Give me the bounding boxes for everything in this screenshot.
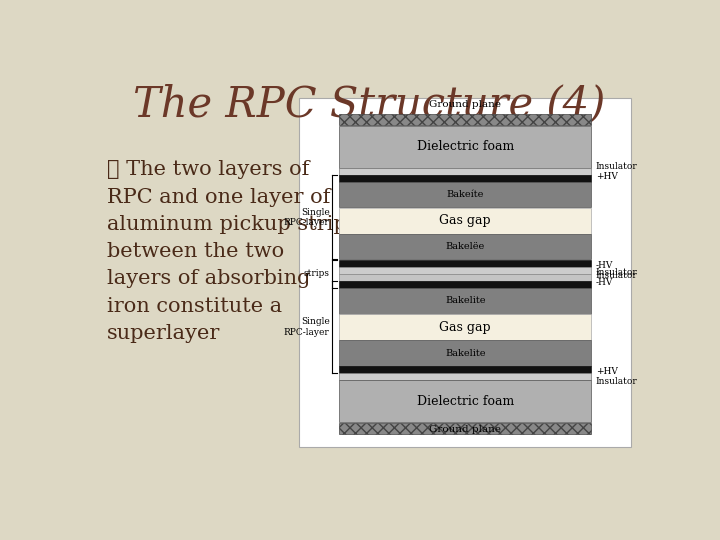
Bar [339,274,591,281]
Bar [339,373,591,380]
Text: Gas gap: Gas gap [439,321,491,334]
Text: Bakelite: Bakelite [445,348,485,357]
Bar [339,182,591,207]
Text: Ground plane: Ground plane [429,99,501,109]
Text: +HV
Insulator: +HV Insulator [596,367,638,386]
Text: Dielectric foam: Dielectric foam [417,140,514,153]
Bar [339,208,591,234]
Bar [339,281,591,288]
Text: Dielectric foam: Dielectric foam [417,395,514,408]
Text: Bakeíte: Bakeíte [446,190,484,199]
Bar [339,175,591,182]
Bar [339,260,591,267]
Text: ❖ The two layers of
RPC and one layer of
aluminum pickup strip
between the two
l: ❖ The two layers of RPC and one layer of… [107,160,346,343]
Bar [339,340,591,366]
Text: The RPC Structure (4): The RPC Structure (4) [132,84,606,125]
Text: Bakelëe: Bakelëe [446,242,485,251]
Text: Gas gap: Gas gap [439,214,491,227]
Text: Single
RPC-layer: Single RPC-layer [284,207,330,227]
Text: Insulator
-HV: Insulator -HV [596,268,638,287]
Bar [339,234,591,259]
Bar [339,314,591,340]
Bar [339,168,591,175]
Text: Insulator
+HV: Insulator +HV [596,161,638,181]
Text: strips: strips [304,269,330,279]
Bar [339,380,591,422]
Text: -HV
Insulator: -HV Insulator [596,261,638,280]
Text: Bakelite: Bakelite [445,296,485,306]
Bar [339,422,591,434]
Bar [339,288,591,314]
Text: Ground plane: Ground plane [429,426,501,434]
Bar [339,114,591,125]
Bar [339,126,591,167]
Bar [339,267,591,274]
Bar [339,366,591,373]
Text: Single
RPC-layer: Single RPC-layer [284,318,330,337]
Bar [300,98,631,447]
